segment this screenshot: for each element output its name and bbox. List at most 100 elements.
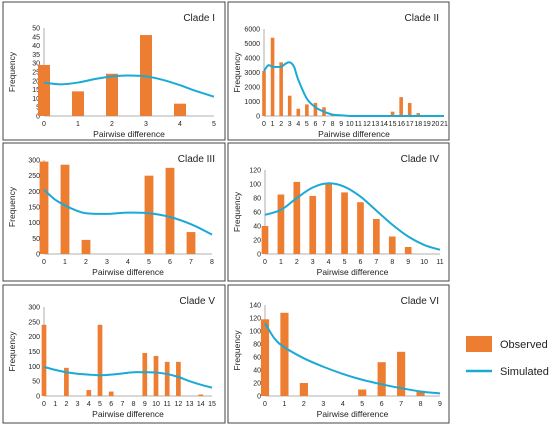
y-tick-label: 0: [257, 252, 261, 259]
simulated-line: [43, 74, 215, 98]
x-tick-label: 1: [63, 259, 67, 266]
panel-title: Clade III: [178, 154, 215, 165]
simulated-line: [264, 322, 441, 395]
observed-bar: [287, 95, 292, 116]
chart-panel: Clade IV 0 20 40 60 80 100 120 0 1 2 3 4 5 6 7 8 9 10 11 Pai…: [227, 142, 450, 282]
y-tick-label: 0: [36, 114, 40, 121]
x-tick-label: 9: [339, 121, 343, 128]
x-tick-label: 8: [419, 401, 423, 408]
observed-bar: [142, 352, 148, 396]
x-axis-label: Pairwise difference: [92, 409, 164, 419]
observed-bar: [144, 175, 154, 254]
observed-bar: [153, 355, 159, 396]
x-tick-label: 4: [87, 401, 91, 408]
chart-panel: Clade VI 0 20 40 60 80 100 120 140 0 1 2 3 4 5 6 7 8 9 Pair…: [227, 284, 450, 424]
x-tick-label: 4: [327, 259, 331, 266]
observed-bar: [325, 184, 332, 254]
observed-bar: [309, 195, 317, 254]
observed-bar: [296, 108, 301, 116]
observed-bar: [106, 73, 118, 116]
y-axis-label: Frequency: [232, 191, 242, 232]
y-tick-label: 0: [36, 252, 40, 259]
x-tick-label: 7: [189, 259, 193, 266]
x-tick-label: 1: [279, 259, 283, 266]
observed-bar: [86, 390, 92, 396]
legend-simulated-label: Simulated: [500, 366, 549, 378]
y-tick-label: 300: [28, 158, 40, 165]
y-tick-label: 150: [28, 349, 40, 356]
panel-border: [227, 1, 450, 141]
x-tick-label: 2: [84, 259, 88, 266]
x-tick-label: 0: [42, 259, 46, 266]
x-tick-label: 4: [341, 401, 345, 408]
x-tick-label: 4: [178, 121, 182, 128]
x-tick-label: 7: [374, 259, 378, 266]
x-tick-label: 20: [432, 121, 440, 128]
observed-bar: [388, 236, 396, 254]
observed-bar: [416, 113, 421, 116]
x-tick-label: 11: [355, 121, 362, 128]
y-tick-label: 250: [28, 173, 40, 180]
observed-bar: [41, 324, 47, 396]
x-tick-label: 2: [295, 259, 299, 266]
y-tick-label: 150: [28, 205, 40, 212]
x-tick-label: 4: [126, 259, 130, 266]
y-tick-label: 35: [32, 52, 40, 59]
y-tick-label: 100: [28, 364, 40, 371]
y-tick-label: 2000: [244, 85, 260, 92]
x-tick-label: 14: [197, 401, 205, 408]
observed-bar: [397, 351, 406, 396]
x-tick-label: 17: [406, 121, 414, 128]
x-tick-label: 5: [343, 259, 347, 266]
panels-container: Clade I05101520253035404550012345Pairwis…: [2, 1, 450, 424]
x-tick-label: 9: [143, 401, 147, 408]
observed-bar: [404, 247, 412, 254]
y-tick-label: 60: [253, 355, 261, 362]
x-tick-label: 11: [164, 401, 171, 408]
x-tick-label: 15: [389, 121, 397, 128]
y-tick-label: 50: [32, 379, 40, 386]
observed-bar: [279, 62, 283, 116]
y-tick-label: 80: [253, 342, 261, 349]
x-tick-label: 7: [120, 401, 124, 408]
x-tick-label: 6: [380, 401, 384, 408]
x-tick-label: 15: [208, 401, 216, 408]
x-tick-label: 0: [262, 121, 266, 128]
y-tick-label: 120: [249, 316, 261, 323]
x-tick-label: 12: [363, 121, 371, 128]
observed-bar: [260, 319, 270, 396]
x-tick-label: 8: [331, 121, 335, 128]
x-tick-label: 10: [420, 259, 428, 266]
observed-bar: [38, 64, 50, 116]
x-tick-label: 6: [359, 259, 363, 266]
x-axis-label: Pairwise difference: [317, 409, 389, 419]
observed-bar: [108, 391, 114, 396]
observed-bar: [262, 71, 266, 116]
x-tick-label: 2: [302, 401, 306, 408]
legend: Observed Simulated: [466, 336, 549, 378]
simulated-line: [263, 61, 444, 118]
x-axis-label: Pairwise difference: [318, 129, 390, 139]
x-tick-label: 5: [360, 401, 364, 408]
y-tick-label: 25: [32, 70, 40, 77]
y-tick-label: 80: [253, 196, 261, 203]
observed-bar: [261, 226, 269, 254]
y-tick-label: 300: [28, 305, 40, 312]
x-tick-label: 10: [152, 401, 160, 408]
observed-bar: [299, 383, 308, 396]
observed-bar: [313, 102, 318, 116]
y-tick-label: 40: [32, 43, 40, 50]
x-tick-label: 8: [210, 259, 214, 266]
x-tick-label: 5: [305, 121, 309, 128]
x-tick-label: 2: [279, 121, 283, 128]
x-tick-label: 5: [147, 259, 151, 266]
observed-bar: [186, 232, 196, 254]
x-tick-label: 8: [132, 401, 136, 408]
x-axis-label: Pairwise difference: [92, 267, 164, 277]
x-tick-label: 7: [322, 121, 326, 128]
observed-bar: [174, 103, 186, 116]
x-tick-label: 19: [423, 121, 431, 128]
y-tick-label: 4000: [244, 56, 260, 63]
x-tick-label: 6: [313, 121, 317, 128]
